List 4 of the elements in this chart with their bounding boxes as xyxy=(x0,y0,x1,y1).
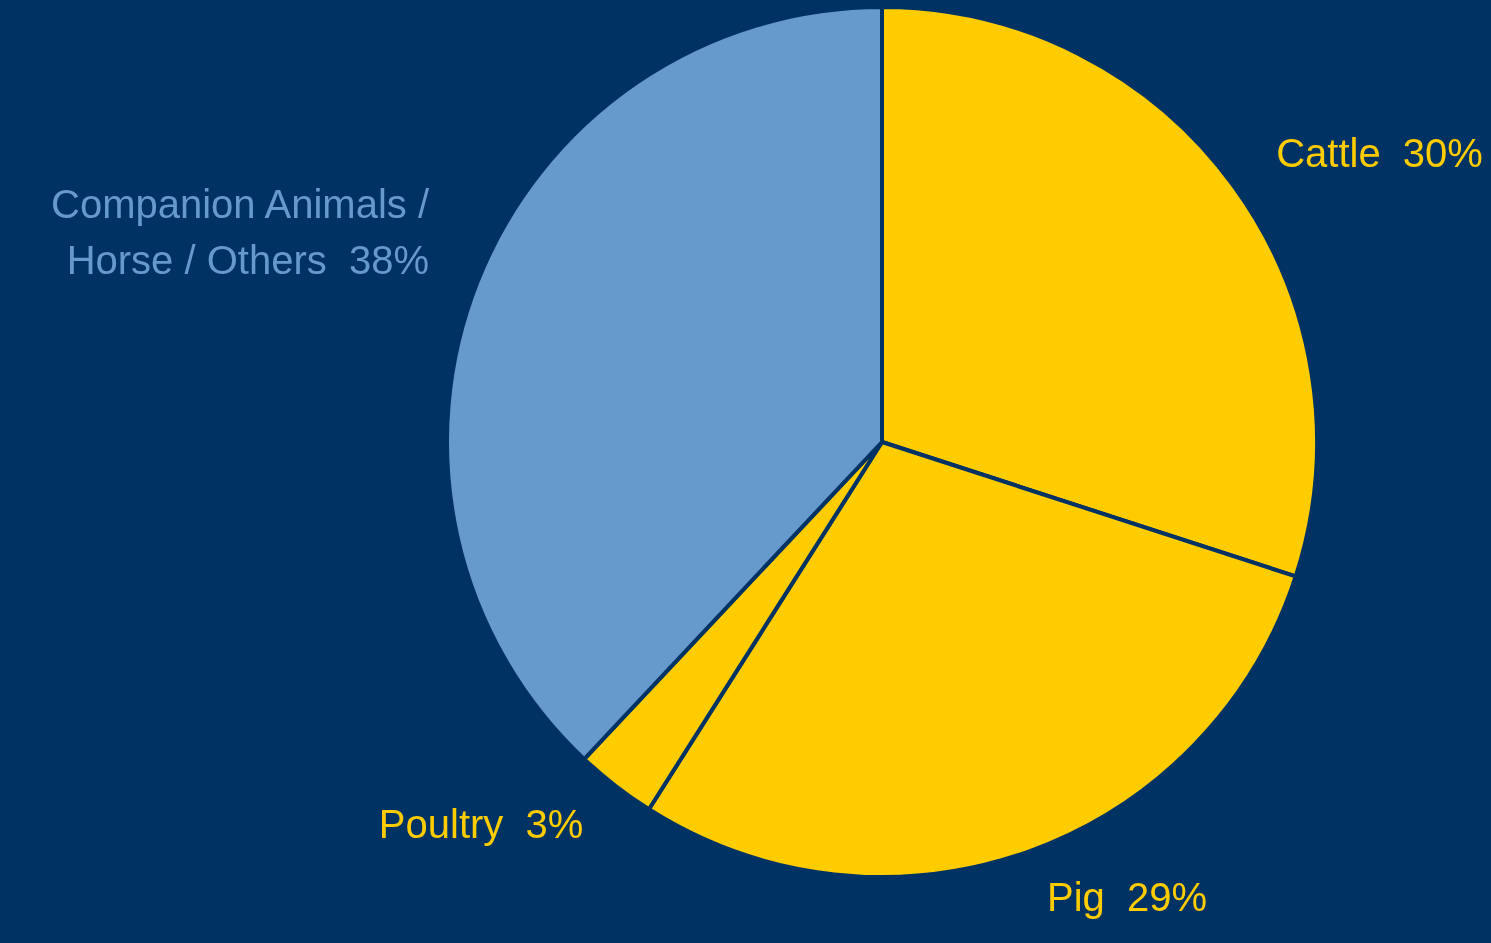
slice-label: Cattle 30% xyxy=(1276,130,1483,175)
slice-label: Poultry 3% xyxy=(378,801,584,846)
slice-label: Companion Animals / Horse / Others 38% xyxy=(51,181,430,282)
slice-label: Pig 29% xyxy=(1047,875,1208,920)
